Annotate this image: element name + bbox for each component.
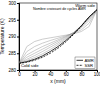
y-tick-label: 285 bbox=[8, 51, 16, 56]
x-tick-label: 0 bbox=[18, 72, 21, 77]
y-tick: 285 bbox=[8, 51, 19, 56]
y-axis-line bbox=[17, 4, 20, 71]
series-line bbox=[19, 10, 97, 64]
series-line bbox=[19, 10, 97, 64]
legend-swatch bbox=[77, 60, 84, 61]
y-tick-label: 300 bbox=[8, 1, 16, 6]
series-line bbox=[19, 10, 97, 64]
x-tick: 20 bbox=[33, 70, 39, 77]
y-tick-mark bbox=[17, 37, 19, 38]
chart: 020406080100280285290295300Nombre croiss… bbox=[0, 0, 100, 85]
series-line bbox=[19, 10, 97, 64]
x-axis-title: x (mm) bbox=[50, 78, 66, 84]
x-axis: 0 20 40 60 80 100 bbox=[18, 70, 100, 77]
y-tick: 280 bbox=[8, 68, 19, 73]
series-line bbox=[19, 10, 97, 64]
y-tick: 300 bbox=[8, 1, 19, 6]
y-tick-mark bbox=[17, 53, 19, 54]
series-line bbox=[19, 10, 97, 64]
plot: 020406080100280285290295300Nombre croiss… bbox=[8, 1, 100, 77]
x-tick-label: 100 bbox=[94, 72, 100, 77]
x-tick: 100 bbox=[94, 70, 100, 77]
x-tick-label: 60 bbox=[64, 72, 70, 77]
legend-swatch bbox=[77, 65, 84, 66]
x-tick: 40 bbox=[48, 70, 54, 77]
lines bbox=[19, 10, 97, 64]
annotation: Warm side bbox=[75, 3, 96, 8]
x-tick: 80 bbox=[79, 70, 85, 77]
x-tick-label: 20 bbox=[33, 72, 39, 77]
y-tick-mark bbox=[17, 3, 19, 4]
y-tick: 290 bbox=[8, 34, 19, 39]
y-tick-label: 295 bbox=[8, 18, 16, 23]
plot-frame bbox=[19, 3, 97, 70]
y-axis-title: Temperature (K) bbox=[0, 18, 5, 54]
series-line bbox=[19, 10, 97, 64]
legend-label: SSR bbox=[85, 63, 94, 68]
y-axis: 280 285 290 295 300 bbox=[8, 1, 19, 73]
y-tick-mark bbox=[17, 70, 19, 71]
x-tick: 60 bbox=[64, 70, 70, 77]
x-tick-label: 80 bbox=[79, 72, 85, 77]
series-line bbox=[19, 10, 97, 64]
y-tick: 295 bbox=[8, 18, 19, 23]
x-tick: 0 bbox=[18, 70, 21, 77]
y-tick-label: 290 bbox=[8, 34, 16, 39]
x-axis-line bbox=[20, 71, 98, 73]
y-tick-label: 280 bbox=[8, 68, 16, 73]
legend-box bbox=[75, 57, 95, 69]
legend: AMRSSR bbox=[75, 57, 95, 69]
annotation: Cold side bbox=[21, 63, 39, 68]
x-tick-label: 40 bbox=[48, 72, 54, 77]
y-tick-mark bbox=[17, 20, 19, 21]
